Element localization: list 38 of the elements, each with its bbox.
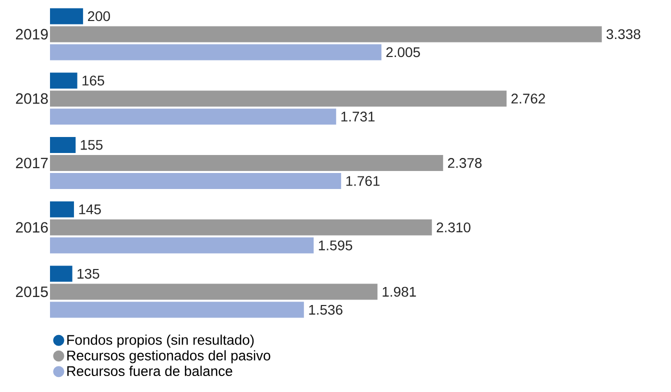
data-label: 2.310 <box>436 222 470 232</box>
data-label: 1.595 <box>318 240 352 250</box>
bar <box>50 173 342 189</box>
bar <box>50 72 78 89</box>
bar <box>50 44 382 60</box>
data-label: 1.731 <box>341 112 375 122</box>
data-label: 1.761 <box>346 176 380 186</box>
legend-label: Recursos fuera de balance <box>67 366 232 376</box>
data-label: 2.378 <box>448 158 482 168</box>
bar <box>50 8 84 24</box>
y-tick-label: 2015 <box>16 286 48 298</box>
data-label: 2.005 <box>386 47 420 58</box>
bar <box>50 201 74 218</box>
data-label: 135 <box>78 268 100 279</box>
legend-label: Recursos gestionados del pasivo <box>67 350 270 364</box>
data-label: 2.762 <box>511 94 545 104</box>
y-tick-label: 2016 <box>16 222 48 233</box>
bar <box>50 219 432 236</box>
bar <box>50 108 336 125</box>
data-label: 200 <box>88 11 110 22</box>
y-tick-label: 2018 <box>16 93 48 104</box>
data-label: 3.338 <box>606 29 640 40</box>
bar <box>50 237 314 254</box>
data-label: 155 <box>80 140 103 150</box>
data-label: 1.981 <box>382 286 416 297</box>
bar <box>50 155 444 171</box>
data-label: 165 <box>82 76 104 86</box>
y-tick-label: 2017 <box>16 158 48 168</box>
bar <box>50 90 507 107</box>
data-label: 1.536 <box>309 304 342 315</box>
legend-label: Fondos propios (sin resultado) <box>67 334 254 348</box>
bar <box>50 137 76 153</box>
bar <box>50 26 602 42</box>
bar <box>50 302 304 318</box>
y-tick-label: 2019 <box>16 28 48 40</box>
bar <box>50 284 378 300</box>
data-label: 145 <box>79 204 101 214</box>
bar <box>50 266 72 282</box>
